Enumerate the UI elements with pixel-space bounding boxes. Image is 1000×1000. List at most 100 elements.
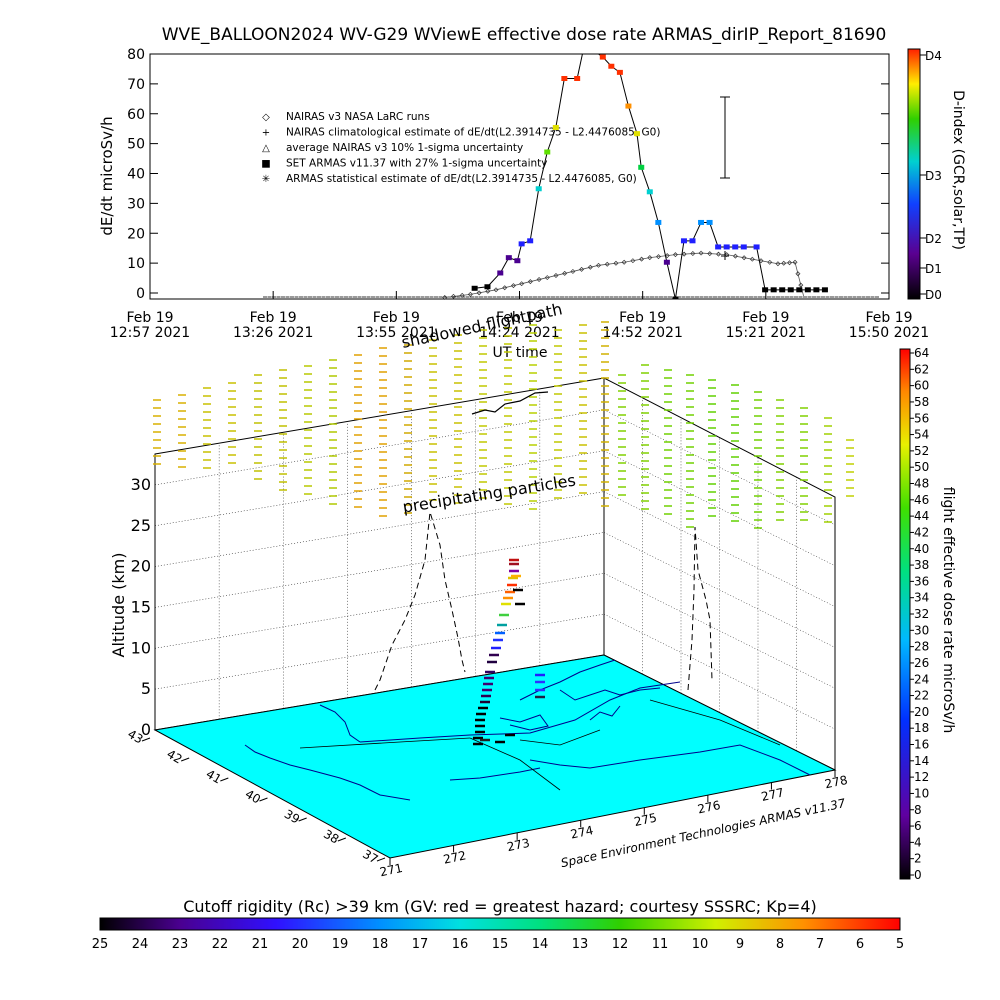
latitude-tick [376,857,386,862]
legend-label: NAIRAS climatological estimate of dE/dt(… [286,127,660,139]
timeseries-legend: ◇ NAIRAS v3 NASA LaRC runs + NAIRAS climato… [261,111,660,185]
nairas-point [681,251,687,257]
particle-column [203,387,211,469]
armas-point [646,189,653,195]
x-tick-time: 14:52 2021 [602,325,682,341]
map-borders [299,699,781,791]
nairas-point [450,293,456,299]
armas-point [663,259,670,265]
particle-column [153,399,161,465]
nairas-point [795,271,801,277]
grid-line [154,573,605,649]
timeseries-x-label: UT time [493,345,548,361]
nairas-point [758,258,764,264]
nairas-point [792,259,798,265]
precipitating-particles [153,321,854,529]
nairas-point [527,279,533,285]
error-bar-armas [720,96,730,179]
latitude-tick [337,837,347,842]
particle-column [800,407,808,521]
armas-point [706,219,713,225]
armas-point [672,296,679,299]
armas-point [527,238,534,244]
cutoff-rigidity-tick-label: 19 [332,937,349,952]
figure-title: WVE_BALLOON2024 WV-G29 WViewE effective … [162,25,887,45]
dose-colorbar-tick-label: 0 [914,868,922,882]
particle-column [554,329,562,499]
altitude-tick-label: 30 [131,475,151,494]
grid-line [154,532,605,608]
armas-point [514,258,521,264]
armas-point [813,287,820,293]
cutoff-rigidity-tick-label: 16 [452,937,469,952]
armas-point [574,76,581,81]
y-tick-label: 80 [127,47,145,63]
x-tick-time: 12:57 2021 [110,325,190,341]
error-bar-nairas [721,251,729,260]
nairas-point [732,253,738,259]
grid-line [154,613,605,690]
nairas-point [536,277,542,283]
nairas-point [672,252,678,258]
armas-point [535,186,542,192]
nairas-point [767,259,773,265]
y-tick-label: 0 [136,286,145,302]
particle-column [454,334,462,504]
grid-line [154,409,605,486]
armas-point [821,287,828,293]
dose-colorbar-tick-label: 6 [914,819,922,833]
dose-colorbar-tick-label: 10 [914,786,929,800]
particle-column [601,321,609,507]
latitude-tick [180,757,190,762]
legend-symbol: ✳ [262,174,270,185]
y-tick-label: 20 [127,226,145,242]
map-outlines [244,659,811,801]
nairas-point [544,275,550,281]
armas-point [497,270,504,276]
x-tick-time: 15:50 2021 [849,325,929,341]
dose-colorbar-tick-label: 44 [914,509,929,523]
particle-column [254,374,262,480]
armas-point [544,149,551,155]
nairas-point [493,287,499,293]
cutoff-rigidity-tick-label: 9 [736,937,744,952]
cutoff-rigidity-tick-label: 17 [412,937,429,952]
grid-line [603,491,836,607]
armas-point [753,244,760,250]
longitude-tick-label: 274 [569,823,594,841]
x-tick-time: 14:24 2021 [479,325,559,341]
nairas-point [562,270,568,276]
particle-column [754,391,762,529]
d-index-tick-label: D2 [925,232,942,246]
x-tick-date: Feb 19 [619,310,666,326]
nairas-point [570,268,576,274]
nairas-point [656,254,661,260]
y-tick-label: 30 [127,196,145,212]
nairas-point [596,262,602,268]
latitude-tick-label: 41 [204,767,224,787]
dose-colorbar-tick-label: 34 [914,591,929,605]
particle-column [664,369,672,515]
grid-line [603,532,836,648]
particle-column [776,399,784,521]
cutoff-rigidity-tick-label: 10 [692,937,709,952]
cutoff-rigidity-tick-label: 22 [212,937,229,952]
longitude-tick-label: 272 [442,848,467,866]
cutoff-rigidity-ticks: 25 24 23 22 21 20 19 18 17 16 15 14 13 12 11 10 9 8 7 6 5 [92,937,904,952]
armas-point [616,69,623,75]
legend-label: NAIRAS v3 NASA LaRC runs [286,111,430,123]
dose-colorbar-tick-label: 24 [914,672,929,686]
x-tick-date: Feb 19 [373,310,420,326]
nairas-point [798,282,804,288]
cutoff-rigidity-tick-label: 7 [816,937,824,952]
latitude-tick [259,797,268,802]
armas-point [599,54,606,60]
armas-point [484,284,491,290]
legend-symbol: + [262,128,270,139]
armas-point [505,255,512,261]
nairas-point [741,255,747,261]
nairas-point [621,259,627,265]
legend-label: ARMAS statistical estimate of dE/dt(L2.3… [286,173,637,185]
altitude-tick-label: 5 [141,679,151,698]
